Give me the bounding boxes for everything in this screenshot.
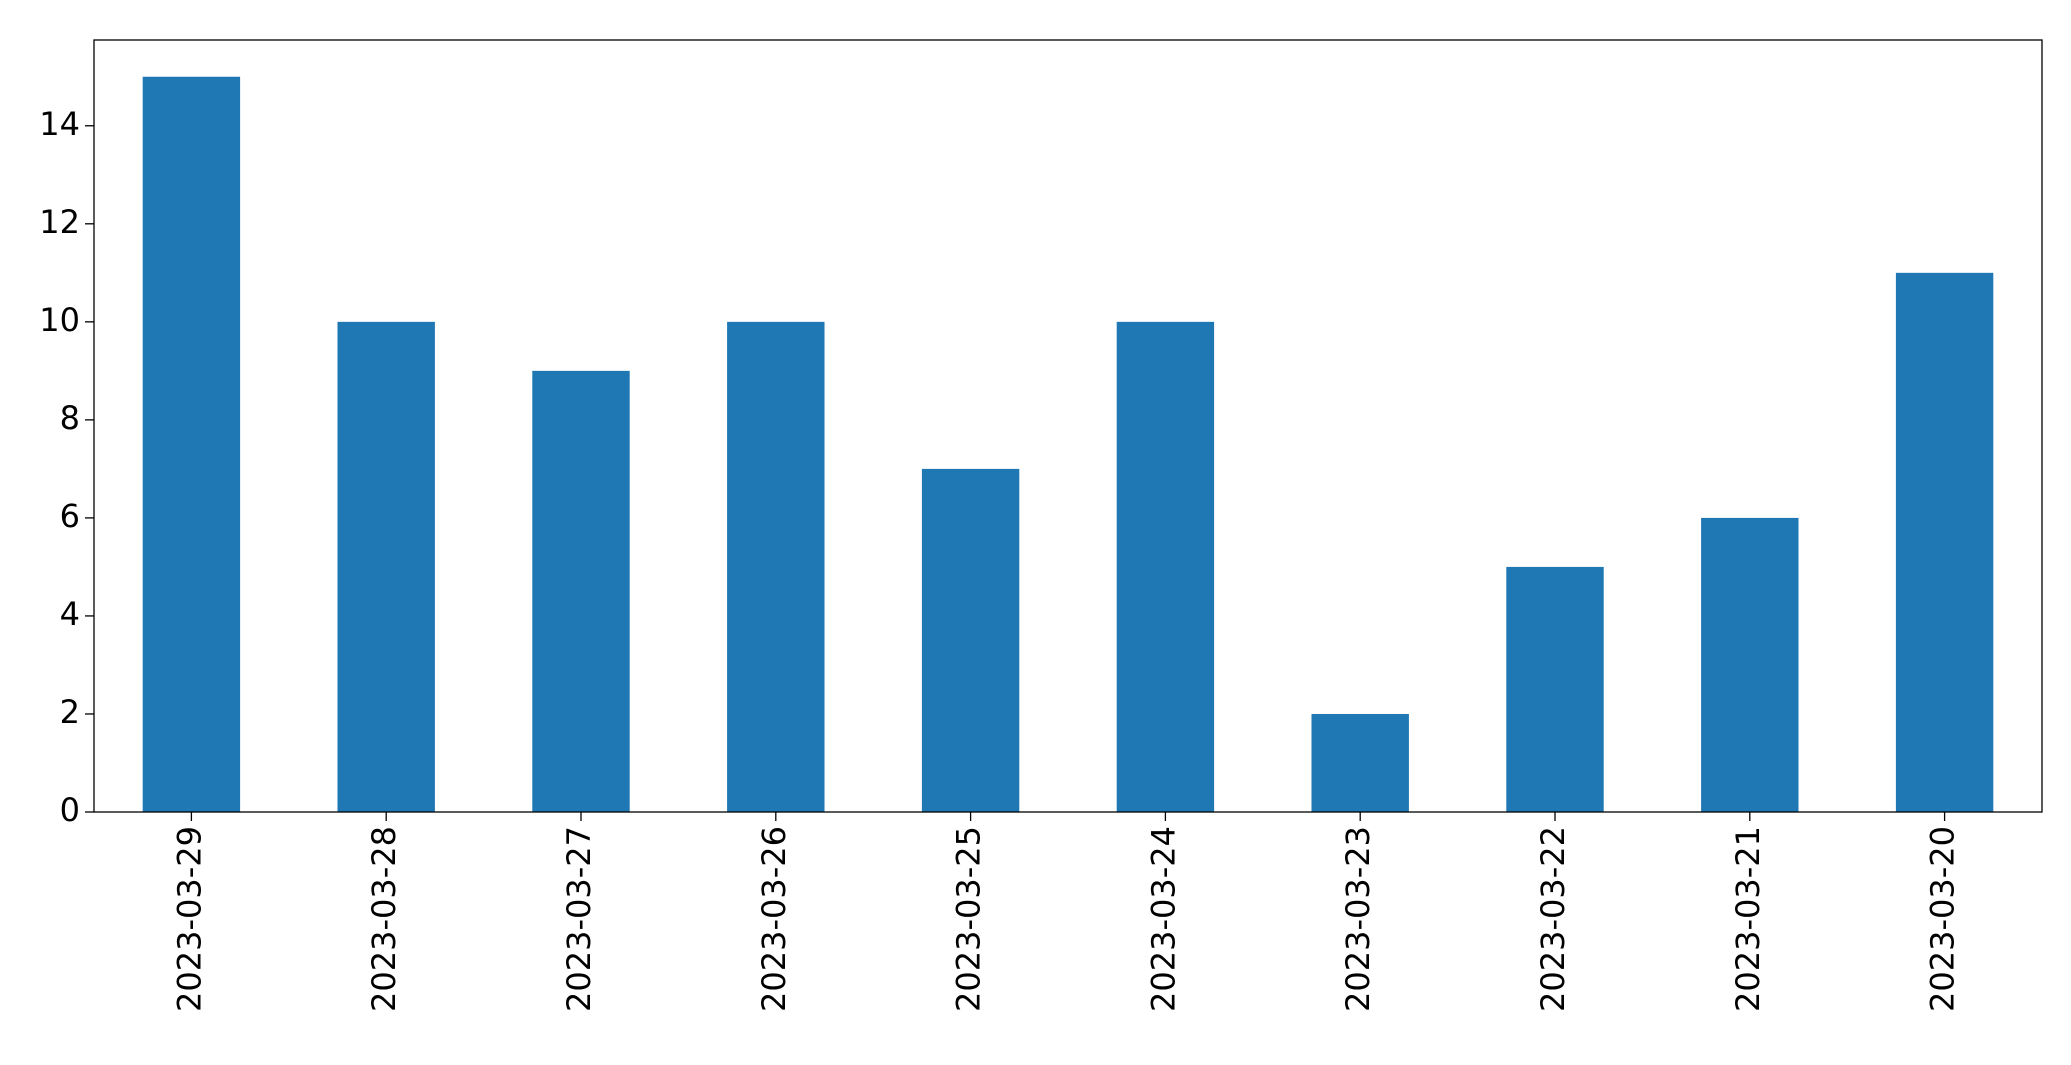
bar <box>532 370 630 812</box>
y-tick-label: 14 <box>39 105 80 143</box>
y-tick-label: 0 <box>60 791 80 829</box>
x-tick-label: 2023-03-26 <box>755 826 793 1012</box>
plot-frame <box>93 39 2043 813</box>
bar <box>142 76 241 812</box>
x-tick-label: 2023-03-21 <box>1729 826 1767 1012</box>
x-tick-label: 2023-03-24 <box>1144 826 1182 1012</box>
x-tick-label: 2023-03-27 <box>560 826 598 1012</box>
x-tick-label: 2023-03-28 <box>365 826 403 1012</box>
bar <box>1311 713 1409 812</box>
y-tick-label: 4 <box>60 595 80 633</box>
bar <box>921 468 1020 812</box>
bar <box>727 321 825 812</box>
bar <box>1895 272 1994 812</box>
y-tick-label: 2 <box>60 693 80 731</box>
bar <box>337 321 435 812</box>
y-tick-label: 8 <box>60 399 80 437</box>
y-tick-label: 6 <box>60 497 80 535</box>
x-tick-label: 2023-03-23 <box>1339 826 1377 1012</box>
y-tick-label: 12 <box>39 203 80 241</box>
bar <box>1116 321 1215 812</box>
x-tick-label: 2023-03-20 <box>1924 826 1962 1012</box>
y-tick-label: 10 <box>39 301 80 339</box>
x-tick-label: 2023-03-25 <box>950 826 988 1012</box>
bar <box>1701 517 1799 812</box>
x-tick-label: 2023-03-22 <box>1534 826 1572 1012</box>
x-tick-label: 2023-03-29 <box>170 826 208 1012</box>
bar <box>1506 566 1604 812</box>
